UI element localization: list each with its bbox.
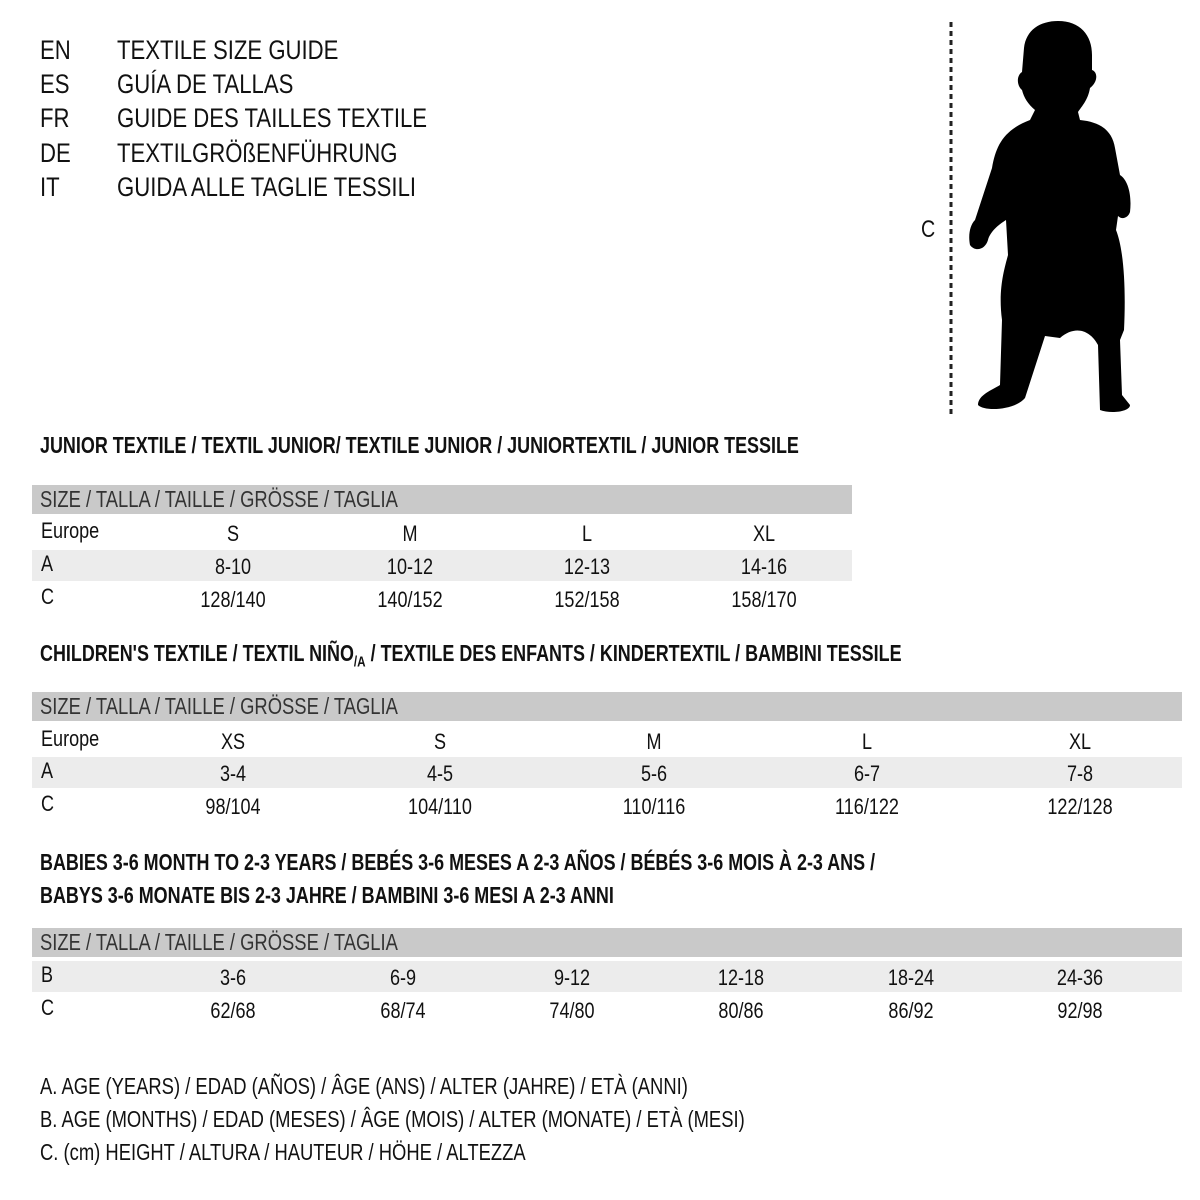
table-cell: L — [861, 729, 873, 754]
table-cell: 158/170 — [731, 587, 797, 612]
table-cell: 4-5 — [426, 761, 454, 786]
section-heading-junior: JUNIOR TEXTILE / TEXTIL JUNIOR/ TEXTILE … — [40, 432, 799, 458]
table-cell: M — [402, 521, 418, 546]
title-text: GUIDA ALLE TAGLIE TESSILI — [117, 172, 417, 202]
section-heading-babies-2: BABYS 3-6 MONATE BIS 2-3 JAHRE / BAMBINI… — [40, 882, 614, 908]
section-heading-children: CHILDREN'S TEXTILE / TEXTIL NIÑO/A / TEX… — [40, 640, 902, 671]
table-cell: 92/98 — [1057, 998, 1103, 1023]
table-cell: 3-4 — [219, 761, 247, 786]
table-cell: 9-12 — [553, 965, 591, 990]
child-silhouette — [969, 21, 1131, 413]
title-text: TEXTILGRÖßENFÜHRUNG — [117, 138, 398, 168]
lang-code: ES — [40, 69, 70, 99]
row-label: Europe — [41, 518, 100, 543]
table-cell: S — [433, 729, 447, 754]
table-cell: 86/92 — [888, 998, 934, 1023]
table-cell: 3-6 — [219, 965, 247, 990]
table-cell: 110/116 — [622, 794, 686, 819]
row-label: A — [41, 551, 54, 576]
title-text: GUIDE DES TAILLES TEXTILE — [117, 103, 428, 133]
table-row: Europe XS S M L XL — [32, 725, 1182, 756]
table-cell: 12-13 — [563, 554, 611, 579]
size-header: SIZE / TALLA / TAILLE / GRÖSSE / TAGLIA — [40, 486, 398, 512]
table-cell: 6-9 — [389, 965, 417, 990]
table-cell: XS — [220, 729, 246, 754]
table-cell: 8-10 — [214, 554, 252, 579]
legend-c: C. (cm) HEIGHT / ALTURA / HAUTEUR / HÖHE… — [40, 1139, 526, 1165]
table-row: C 62/68 68/74 74/80 80/86 86/92 92/98 — [32, 994, 1182, 1025]
size-header-bar: SIZE / TALLA / TAILLE / GRÖSSE / TAGLIA — [32, 485, 852, 514]
table-cell: 5-6 — [640, 761, 668, 786]
lang-code: EN — [40, 35, 71, 65]
lang-code: IT — [40, 172, 60, 202]
row-label: C — [41, 995, 55, 1020]
row-label: B — [41, 962, 54, 987]
height-label: C — [921, 216, 936, 243]
table-cell: 98/104 — [205, 794, 261, 819]
table-row: A 3-4 4-5 5-6 6-7 7-8 — [32, 757, 1182, 788]
table-cell: L — [581, 521, 593, 546]
legend-b: B. AGE (MONTHS) / EDAD (MESES) / ÂGE (MO… — [40, 1106, 745, 1132]
size-header-bar: SIZE / TALLA / TAILLE / GRÖSSE / TAGLIA — [32, 928, 1182, 957]
table-row: C 128/140 140/152 152/158 158/170 — [32, 583, 852, 614]
title-text: GUÍA DE TALLAS — [117, 69, 294, 99]
child-silhouette-icon — [949, 21, 1131, 415]
size-header-bar: SIZE / TALLA / TAILLE / GRÖSSE / TAGLIA — [32, 692, 1182, 721]
table-cell: 128/140 — [200, 587, 266, 612]
table-cell: XL — [1068, 729, 1092, 754]
table-row: C 98/104 104/110 110/116 116/122 122/128 — [32, 790, 1182, 821]
table-cell: XL — [752, 521, 776, 546]
table-cell: 68/74 — [380, 998, 426, 1023]
section-heading-babies: BABIES 3-6 MONTH TO 2-3 YEARS / BEBÉS 3-… — [40, 849, 876, 875]
table-cell: 152/158 — [554, 587, 620, 612]
table-cell: 140/152 — [377, 587, 443, 612]
title-text: TEXTILE SIZE GUIDE — [117, 35, 339, 65]
legend-a: A. AGE (YEARS) / EDAD (AÑOS) / ÂGE (ANS)… — [40, 1073, 688, 1099]
table-cell: 6-7 — [853, 761, 881, 786]
row-label: C — [41, 584, 55, 609]
row-label: A — [41, 758, 54, 783]
table-cell: 74/80 — [549, 998, 595, 1023]
table-cell: 122/128 — [1047, 794, 1113, 819]
table-row: B 3-6 6-9 9-12 12-18 18-24 24-36 — [32, 961, 1182, 992]
table-cell: M — [646, 729, 662, 754]
row-label: C — [41, 791, 55, 816]
lang-code: DE — [40, 138, 71, 168]
table-cell: 18-24 — [887, 965, 935, 990]
table-cell: S — [226, 521, 240, 546]
table-row: A 8-10 10-12 12-13 14-16 — [32, 550, 852, 581]
table-cell: 24-36 — [1056, 965, 1104, 990]
table-cell: 80/86 — [718, 998, 764, 1023]
table-cell: 104/110 — [408, 794, 472, 819]
table-cell: 62/68 — [210, 998, 256, 1023]
table-row: Europe S M L XL — [32, 517, 852, 548]
size-header: SIZE / TALLA / TAILLE / GRÖSSE / TAGLIA — [40, 693, 398, 719]
size-header: SIZE / TALLA / TAILLE / GRÖSSE / TAGLIA — [40, 929, 398, 955]
row-label: Europe — [41, 726, 100, 751]
table-cell: 12-18 — [717, 965, 765, 990]
lang-code: FR — [40, 103, 70, 133]
table-cell: 7-8 — [1066, 761, 1094, 786]
table-cell: 14-16 — [740, 554, 788, 579]
table-cell: 116/122 — [835, 794, 899, 819]
table-cell: 10-12 — [386, 554, 434, 579]
